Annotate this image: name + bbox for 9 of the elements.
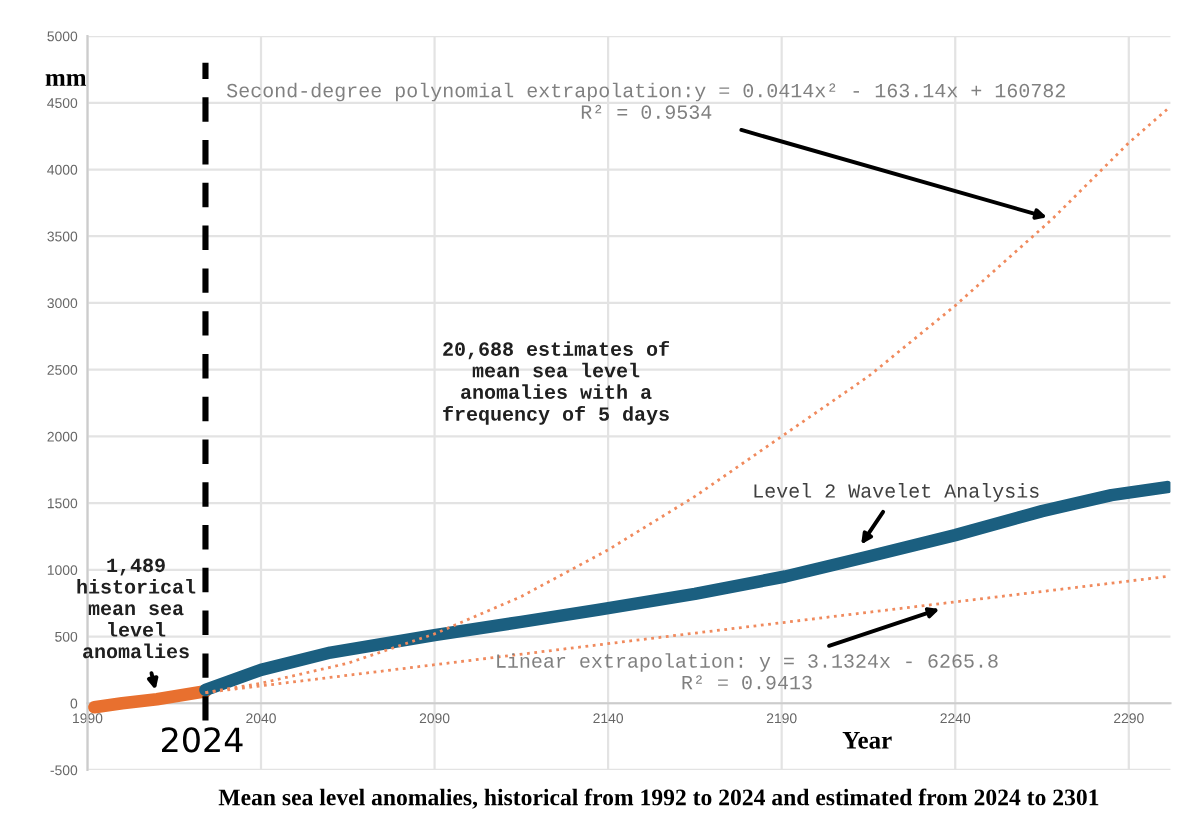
annotation: Second-degree polynomial extrapolation:y = 0.0414x² - 163.14x + 160782 R² = 0.9534 (226, 82, 1065, 119)
annotation: Level 2 Wavelet Analysis (754, 483, 1039, 502)
annotation: 20,688 estimates of mean sea level anomalies with a frequency of 5 days (443, 340, 670, 425)
text: Mean sea level anomalies, historical from 1992 to 2024 and estimated from 2024 to 2301 (218, 788, 1099, 809)
annotation: 1,489 historical mean sea level anomalies (77, 558, 196, 659)
y-axis-title: mm (45, 74, 87, 86)
annotation: Linear extrapolation: y = 3.1324x - 6265.8 R² = 0.9413 (497, 653, 998, 690)
ref-line-label: 2024 (162, 727, 243, 753)
x-axis-title: Year (842, 732, 892, 749)
